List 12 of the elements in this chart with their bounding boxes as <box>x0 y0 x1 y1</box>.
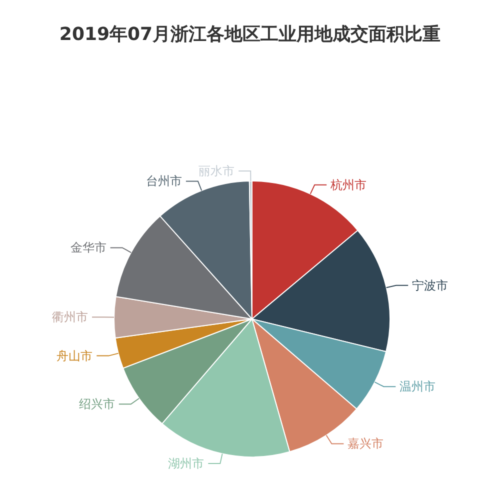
slice-label: 杭州市 <box>330 178 367 192</box>
slice-label: 嘉兴市 <box>348 436 384 451</box>
slice-label: 宁波市 <box>412 278 448 292</box>
slice-label: 舟山市 <box>56 348 93 363</box>
slice-label: 台州市 <box>146 174 182 188</box>
legend-label: 丽水市 <box>198 164 235 178</box>
chart-title: 2019年07月浙江各地区工业用地成交面积比重 <box>58 23 442 46</box>
slice-label: 绍兴市 <box>78 397 115 412</box>
slice-label: 湖州市 <box>168 456 204 471</box>
slice-label: 金华市 <box>70 240 106 255</box>
slice-label: 衢州市 <box>52 310 88 324</box>
slice-label: 温州市 <box>400 380 436 394</box>
